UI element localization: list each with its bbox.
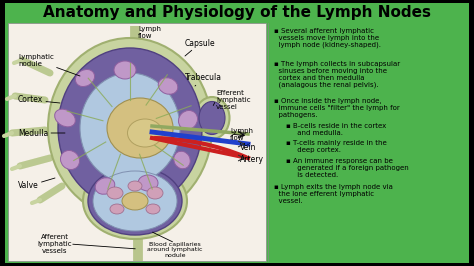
Ellipse shape: [107, 98, 173, 158]
Ellipse shape: [75, 69, 94, 86]
Text: Capsule: Capsule: [185, 39, 216, 56]
Text: Blood capillaries
around lymphatic
nodule: Blood capillaries around lymphatic nodul…: [147, 242, 203, 258]
Ellipse shape: [55, 109, 75, 127]
Ellipse shape: [174, 151, 190, 169]
Ellipse shape: [107, 187, 123, 199]
Text: Artery: Artery: [240, 156, 264, 164]
FancyBboxPatch shape: [5, 3, 469, 21]
Text: ▪ B-cells reside in the cortex
     and medulla.: ▪ B-cells reside in the cortex and medul…: [286, 123, 386, 136]
Ellipse shape: [158, 78, 178, 94]
Ellipse shape: [122, 192, 148, 210]
Ellipse shape: [138, 175, 158, 191]
Text: ▪ The lymph collects in subcapsular
  sinuses before moving into the
  cortex an: ▪ The lymph collects in subcapsular sinu…: [274, 61, 400, 89]
FancyBboxPatch shape: [4, 3, 470, 263]
Text: Efferent
lymphatic
vessel: Efferent lymphatic vessel: [216, 90, 251, 110]
Ellipse shape: [147, 187, 163, 199]
Text: Valve: Valve: [18, 178, 55, 190]
Text: ▪ Lymph exits the lymph node via
  the lone efferent lymphatic
  vessel.: ▪ Lymph exits the lymph node via the lon…: [274, 184, 393, 204]
FancyBboxPatch shape: [8, 23, 266, 261]
Ellipse shape: [48, 38, 212, 218]
Text: Medulla: Medulla: [18, 128, 65, 138]
Ellipse shape: [93, 171, 177, 231]
Ellipse shape: [83, 163, 187, 239]
Ellipse shape: [194, 97, 229, 139]
Text: ▪ An immune response can be
     generated if a foreign pathogen
     is detecte: ▪ An immune response can be generated if…: [286, 158, 409, 178]
Ellipse shape: [146, 204, 160, 214]
Ellipse shape: [125, 185, 145, 207]
Text: Vein: Vein: [240, 143, 256, 152]
Ellipse shape: [110, 204, 124, 214]
FancyBboxPatch shape: [5, 21, 469, 263]
Ellipse shape: [61, 151, 80, 169]
Text: Cortex: Cortex: [18, 95, 60, 105]
Text: Anatomy and Physiology of the Lymph Nodes: Anatomy and Physiology of the Lymph Node…: [43, 5, 431, 19]
Ellipse shape: [80, 73, 180, 183]
Text: Afferent
lymphatic
vessels: Afferent lymphatic vessels: [38, 234, 73, 254]
Text: Lymphatic
nodule: Lymphatic nodule: [18, 53, 80, 76]
Text: ▪ Several afferent lymphatic
  vessels move lymph into the
  lymph node (kidney-: ▪ Several afferent lymphatic vessels mov…: [274, 28, 381, 48]
Text: ▪ T-cells mainly reside in the
     deep cortex.: ▪ T-cells mainly reside in the deep cort…: [286, 140, 387, 153]
Ellipse shape: [95, 178, 115, 194]
Text: Lymph
flow: Lymph flow: [138, 26, 161, 39]
Text: ▪ Once inside the lymph node,
  immune cells "filter" the lymph for
  pathogens.: ▪ Once inside the lymph node, immune cel…: [274, 98, 400, 118]
Text: Lymph
flow: Lymph flow: [230, 127, 253, 140]
Text: Trabecula: Trabecula: [185, 73, 222, 86]
Ellipse shape: [179, 110, 198, 130]
Ellipse shape: [58, 48, 202, 208]
Ellipse shape: [128, 181, 142, 191]
Ellipse shape: [88, 167, 182, 235]
Ellipse shape: [128, 119, 163, 147]
Ellipse shape: [114, 61, 136, 79]
Ellipse shape: [199, 102, 225, 135]
